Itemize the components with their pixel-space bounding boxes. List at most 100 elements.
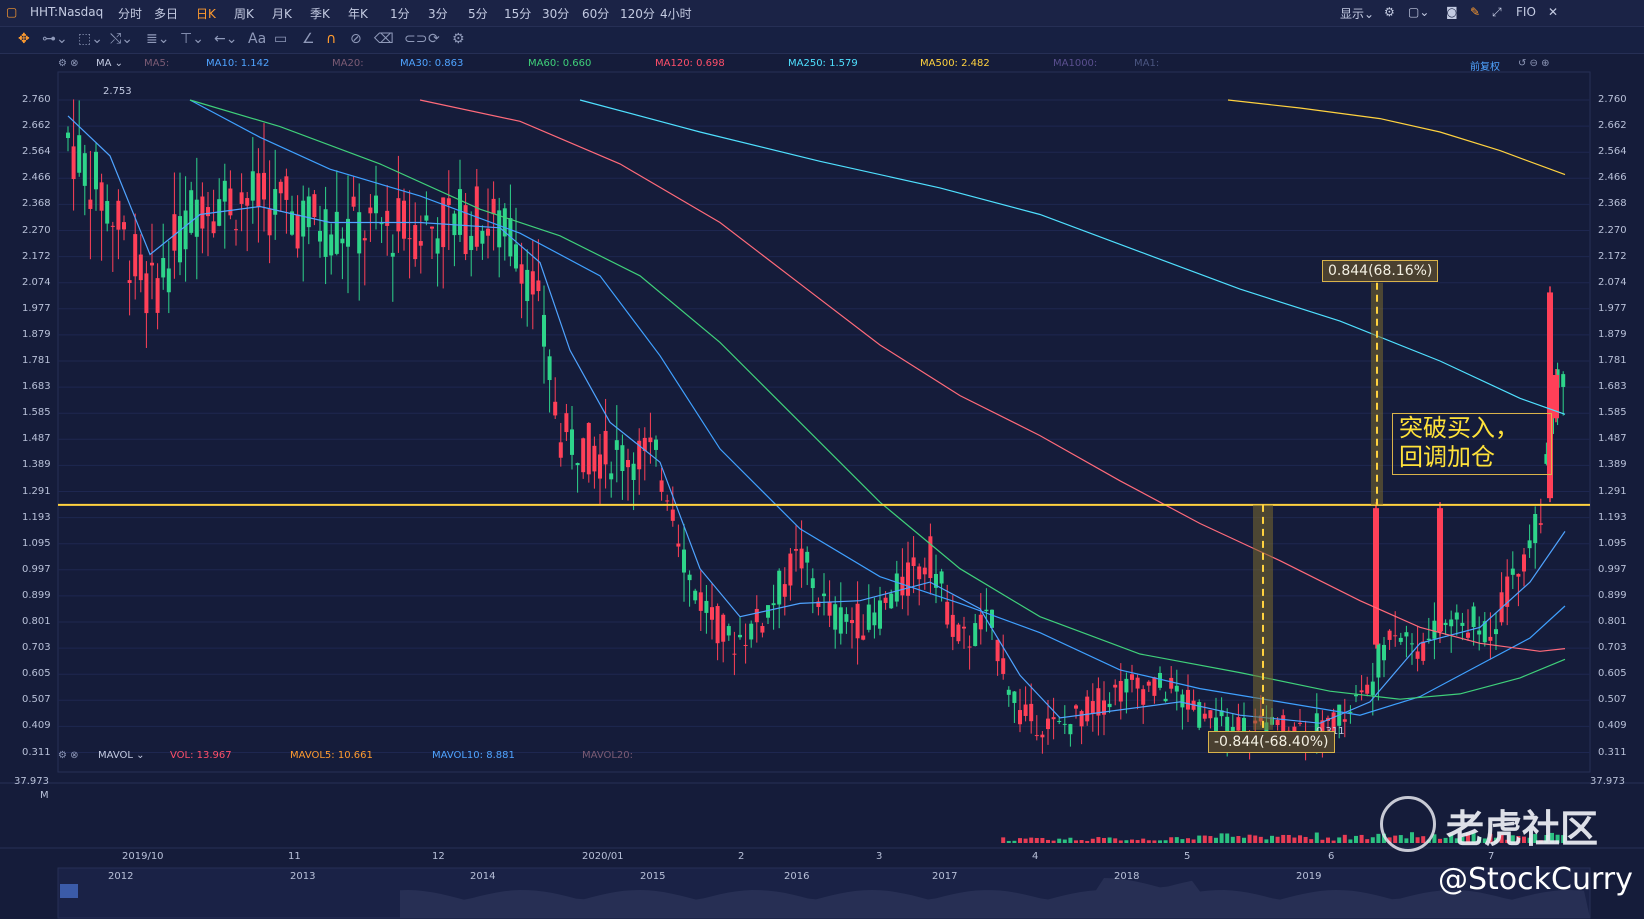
overview-year-label: 2018 — [1114, 871, 1140, 882]
trash-icon[interactable]: ⌫ — [374, 31, 394, 47]
chart-controls[interactable]: ↺ ⊖ ⊕ — [1518, 58, 1550, 69]
comment-tool-icon[interactable]: ▭ — [274, 31, 288, 47]
candle-body — [284, 176, 289, 200]
price-tick-label: 1.389 — [1598, 459, 1627, 471]
vol-legend-name[interactable]: MAVOL ⌄ — [98, 750, 145, 761]
fullscreen-icon[interactable]: ⤢ — [1492, 5, 1502, 19]
period-tab[interactable]: 分时 — [118, 7, 143, 21]
candle-body — [1113, 684, 1118, 688]
price-tick-label: 1.879 — [1598, 328, 1627, 340]
pencil-icon[interactable]: ✎ — [1470, 5, 1481, 19]
volume-bar — [1096, 837, 1101, 843]
candle-body — [553, 401, 558, 416]
eraser-icon[interactable]: ∠ — [302, 31, 315, 47]
volume-bar — [1320, 839, 1325, 843]
tiger-logo-icon — [1380, 796, 1436, 852]
text-tool-icon[interactable]: Aa — [248, 31, 267, 47]
hide-icon[interactable]: ⊘ — [350, 31, 362, 47]
price-tick-label: 2.760 — [1598, 94, 1627, 105]
period-tab[interactable]: 月K — [272, 7, 292, 21]
candle-body — [575, 463, 580, 466]
candle-body — [77, 135, 82, 173]
date-tick-label: 7 — [1488, 851, 1495, 862]
restore-label[interactable]: 前复权 — [1470, 62, 1500, 73]
settings-icon[interactable]: ⚙ — [1384, 5, 1395, 19]
ma-legend-controls[interactable]: ⚙ ⊗ — [58, 58, 79, 69]
rect-tool-icon[interactable]: ⬚⌄ — [78, 31, 103, 47]
candle-body — [766, 605, 770, 618]
period-tab[interactable]: 季K — [310, 7, 330, 21]
candle-body — [1538, 523, 1543, 525]
period-tab[interactable]: 年K — [348, 7, 368, 21]
period-tab[interactable]: 4小时 — [660, 7, 692, 21]
ma-legend-item[interactable]: MA1: — [1134, 58, 1160, 69]
candle-body — [402, 200, 406, 239]
vol-legend-item[interactable]: MAVOL5: 10.661 — [290, 750, 373, 761]
measure-tool-icon[interactable]: ⊤⌄ — [180, 31, 204, 47]
ma-legend-item[interactable]: MA1000: — [1053, 58, 1098, 69]
period-tab[interactable]: 30分 — [542, 7, 570, 21]
volume-bar — [1438, 838, 1442, 843]
period-tab[interactable]: 多日 — [154, 7, 179, 21]
ma-legend-item[interactable]: MA20: — [332, 58, 364, 69]
line-tool-icon[interactable]: ⊶⌄ — [42, 31, 68, 47]
vol-legend-controls[interactable]: ⚙ ⊗ — [58, 750, 79, 761]
magnet-icon[interactable]: ∩ — [326, 31, 337, 47]
price-tick-label: 1.095 — [1598, 537, 1627, 549]
candle-body — [1432, 620, 1437, 639]
ma-legend-item[interactable]: MA10: 1.142 — [206, 58, 270, 69]
symbol-label[interactable]: HHT:Nasdaq — [30, 5, 104, 19]
layout-icon[interactable]: ▢⌄ — [1408, 5, 1430, 19]
gear-icon[interactable]: ⚙ — [452, 31, 465, 47]
candle-body — [771, 603, 776, 606]
volume-bar — [1062, 839, 1067, 843]
candle-body — [1505, 576, 1510, 607]
fio-label[interactable]: FIO — [1516, 5, 1536, 19]
vol-legend-item[interactable]: MAVOL20: — [582, 750, 634, 761]
link-icon[interactable]: ⊂⊃ — [404, 31, 428, 47]
candle-body — [558, 442, 563, 458]
crosshair-icon[interactable]: ✥ — [18, 31, 30, 47]
period-tab[interactable]: 3分 — [428, 7, 448, 21]
watermark-handle: @StockCurry — [1438, 862, 1633, 897]
candle-body — [978, 614, 983, 630]
period-tab[interactable]: 日K — [196, 7, 216, 21]
ma-legend-item[interactable]: MA60: 0.660 — [528, 58, 592, 69]
price-tick-label: 1.193 — [22, 511, 51, 523]
period-tab[interactable]: 5分 — [468, 7, 488, 21]
volume-bar — [1079, 840, 1084, 843]
ma-legend-item[interactable]: MA30: 0.863 — [400, 58, 464, 69]
ma-legend-name[interactable]: MA ⌄ — [96, 58, 124, 69]
period-tab[interactable]: 1分 — [390, 7, 410, 21]
vol-legend-item[interactable]: MAVOL10: 8.881 — [432, 750, 515, 761]
camera-icon[interactable]: ◙ — [1446, 5, 1458, 19]
display-dropdown[interactable]: 显示⌄ — [1340, 7, 1375, 21]
fib-tool-icon[interactable]: ≣⌄ — [146, 31, 170, 47]
vol-legend-item[interactable]: VOL: 13.967 — [170, 750, 232, 761]
candle-body — [1057, 721, 1062, 723]
candle-body — [1079, 711, 1084, 727]
period-tab[interactable]: 周K — [234, 7, 254, 21]
price-tick-label: 0.409 — [22, 720, 51, 732]
arrow-tool-icon[interactable]: ←⌄ — [214, 31, 238, 47]
sync-icon[interactable]: ⟳ — [428, 31, 440, 47]
candle-body — [782, 584, 787, 597]
ma-legend-item[interactable]: MA500: 2.482 — [920, 58, 990, 69]
menu-icon[interactable]: ▢ — [6, 5, 18, 19]
close-icon[interactable]: ✕ — [1548, 5, 1559, 19]
watermark-brand: 老虎社区 — [1446, 807, 1599, 851]
candle-body — [827, 602, 832, 616]
candle-body — [329, 234, 334, 256]
price-tick-label: 2.172 — [1598, 250, 1627, 262]
period-tab[interactable]: 120分 — [620, 7, 655, 21]
path-tool-icon[interactable]: ⤭⌄ — [110, 31, 133, 47]
period-tab[interactable]: 15分 — [504, 7, 532, 21]
ma-legend-item[interactable]: MA120: 0.698 — [655, 58, 725, 69]
period-tab[interactable]: 60分 — [582, 7, 610, 21]
candle-body — [1376, 643, 1381, 678]
volume-bar — [1051, 840, 1056, 843]
ma-legend-item[interactable]: MA5: — [144, 58, 170, 69]
ma-legend-item[interactable]: MA250: 1.579 — [788, 58, 858, 69]
candle-body — [1180, 694, 1185, 708]
volume-bar — [1090, 838, 1095, 843]
